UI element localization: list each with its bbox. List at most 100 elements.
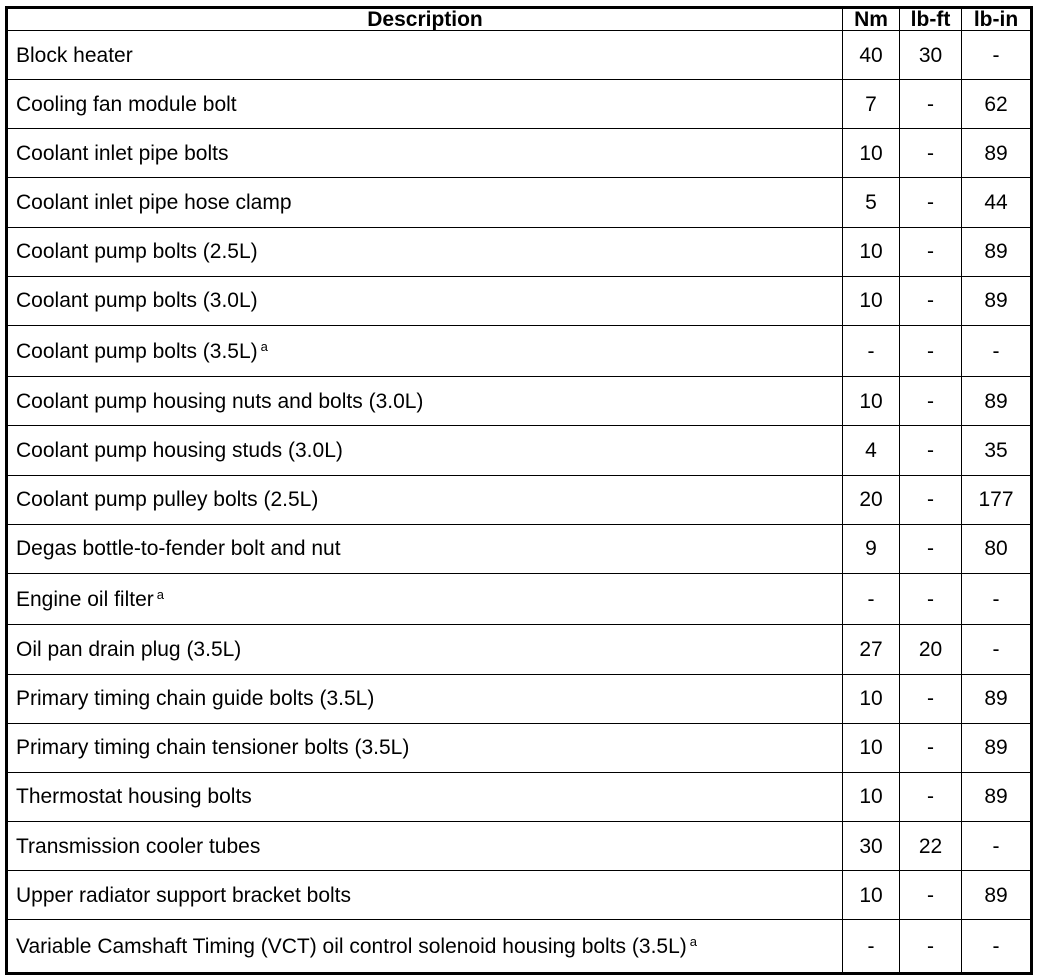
table-row: Thermostat housing bolts 10-89 [6, 771, 1032, 822]
footnote-marker: a [689, 934, 697, 950]
header-description: Description [6, 7, 843, 31]
nm-cell: 7 [842, 79, 900, 130]
torque-spec-table: Description Nm lb-ft lb-in Block heater 4… [5, 6, 1033, 975]
lbft-cell: - [899, 226, 962, 277]
nm-cell: 27 [842, 624, 900, 675]
description-cell: Coolant pump housing studs (3.0L) [6, 425, 843, 476]
lbft-cell: - [899, 771, 962, 822]
table-row: Upper radiator support bracket bolts 10-8… [6, 870, 1032, 921]
description-text: Oil pan drain plug (3.5L) [16, 637, 242, 661]
description-text: Coolant pump housing studs (3.0L) [16, 439, 343, 463]
description-text: Transmission cooler tubes [16, 834, 261, 858]
lbft-cell: - [899, 128, 962, 179]
lbft-cell: - [899, 673, 962, 724]
description-cell: Primary timing chain guide bolts (3.5L) [6, 673, 843, 724]
description-text: Primary timing chain guide bolts (3.5L) [16, 687, 375, 711]
description-cell: Transmission cooler tubes [6, 820, 843, 872]
description-text: Cooling fan module bolt [16, 92, 237, 116]
lbft-cell: - [899, 474, 962, 525]
lbft-cell: 20 [899, 624, 962, 675]
table-row: Coolant pump bolts (2.5L) 10-89 [6, 226, 1032, 277]
nm-cell: 4 [842, 425, 900, 476]
description-text: Coolant pump pulley bolts (2.5L) [16, 488, 319, 512]
table-row: Primary timing chain tensioner bolts (3.… [6, 722, 1032, 773]
table-row: Coolant pump pulley bolts (2.5L) 20-177 [6, 474, 1032, 525]
description-text: Block heater [16, 43, 133, 67]
description-cell: Coolant pump bolts (3.0L) [6, 275, 843, 326]
nm-cell: 10 [842, 722, 900, 773]
lbin-cell: 89 [961, 870, 1032, 921]
footnote-marker: a [156, 587, 164, 603]
lbin-cell: - [961, 29, 1032, 81]
nm-cell: 40 [842, 29, 900, 81]
table-row: Coolant pump housing nuts and bolts (3.0… [6, 376, 1032, 427]
table-row: Block heater 40 30- [6, 29, 1032, 81]
header-lb-in: lb-in [961, 7, 1032, 31]
description-cell: Upper radiator support bracket bolts [6, 870, 843, 921]
description-cell: Coolant pump pulley bolts (2.5L) [6, 474, 843, 525]
description-text: Primary timing chain tensioner bolts (3.… [16, 736, 410, 760]
lbin-cell: - [961, 820, 1032, 872]
table-row: Primary timing chain guide bolts (3.5L) 1… [6, 673, 1032, 724]
description-cell: Degas bottle-to-fender bolt and nut [6, 523, 843, 574]
description-cell: Coolant inlet pipe hose clamp [6, 177, 843, 228]
description-text: Coolant pump bolts (3.5L) [16, 340, 258, 364]
table-row: Coolant pump bolts (3.0L) 10-89 [6, 275, 1032, 326]
footnote-marker: a [260, 339, 268, 355]
lbin-cell: - [961, 572, 1032, 626]
description-cell: Cooling fan module bolt [6, 79, 843, 130]
description-cell: Engine oil filter a [6, 572, 843, 626]
nm-cell: - [842, 324, 900, 378]
lbft-cell: - [899, 870, 962, 921]
description-text: Coolant pump bolts (2.5L) [16, 240, 258, 264]
lbin-cell: - [961, 624, 1032, 675]
description-cell: Coolant pump housing nuts and bolts (3.0… [6, 376, 843, 427]
description-text: Coolant pump housing nuts and bolts (3.0… [16, 389, 424, 413]
header-row: Description Nm lb-ft lb-in [6, 7, 1032, 31]
description-cell: Oil pan drain plug (3.5L) [6, 624, 843, 675]
description-text: Engine oil filter [16, 588, 154, 612]
description-cell: Thermostat housing bolts [6, 771, 843, 822]
lbft-cell: - [899, 376, 962, 427]
table-row: Engine oil filter a - - - [6, 572, 1032, 626]
table-row: Coolant pump housing studs (3.0L) 4-35 [6, 425, 1032, 476]
lbft-cell: - [899, 177, 962, 228]
description-text: Upper radiator support bracket bolts [16, 883, 352, 907]
header-nm: Nm [842, 7, 900, 31]
lbin-cell: 35 [961, 425, 1032, 476]
table-row: Coolant pump bolts (3.5L) a - - - [6, 324, 1032, 378]
description-text: Variable Camshaft Timing (VCT) oil contr… [16, 935, 687, 959]
lbin-cell: - [961, 919, 1032, 974]
nm-cell: 20 [842, 474, 900, 525]
table-row: Oil pan drain plug (3.5L) 27 20- [6, 624, 1032, 675]
description-cell: Coolant pump bolts (3.5L) a [6, 324, 843, 378]
nm-cell: 5 [842, 177, 900, 228]
nm-cell: 10 [842, 673, 900, 724]
lbft-cell: - [899, 324, 962, 378]
description-cell: Coolant inlet pipe bolts [6, 128, 843, 179]
description-text: Thermostat housing bolts [16, 785, 252, 809]
nm-cell: 10 [842, 226, 900, 277]
description-cell: Block heater [6, 29, 843, 81]
table-row: Variable Camshaft Timing (VCT) oil contr… [6, 919, 1032, 974]
lbft-cell: - [899, 79, 962, 130]
lbin-cell: 44 [961, 177, 1032, 228]
table-row: Transmission cooler tubes 30 22- [6, 820, 1032, 872]
table-row: Cooling fan module bolt 7-62 [6, 79, 1032, 130]
nm-cell: 10 [842, 275, 900, 326]
description-text: Degas bottle-to-fender bolt and nut [16, 537, 341, 561]
lbft-cell: - [899, 722, 962, 773]
table-row: Coolant inlet pipe hose clamp 5-44 [6, 177, 1032, 228]
lbin-cell: 89 [961, 771, 1032, 822]
lbin-cell: 89 [961, 275, 1032, 326]
lbft-cell: - [899, 425, 962, 476]
description-text: Coolant inlet pipe bolts [16, 141, 229, 165]
description-cell: Primary timing chain tensioner bolts (3.… [6, 722, 843, 773]
nm-cell: - [842, 919, 900, 974]
lbft-cell: - [899, 919, 962, 974]
description-text: Coolant inlet pipe hose clamp [16, 191, 292, 215]
lbin-cell: 62 [961, 79, 1032, 130]
lbin-cell: 89 [961, 722, 1032, 773]
table-row: Degas bottle-to-fender bolt and nut 9-80 [6, 523, 1032, 574]
nm-cell: 10 [842, 771, 900, 822]
